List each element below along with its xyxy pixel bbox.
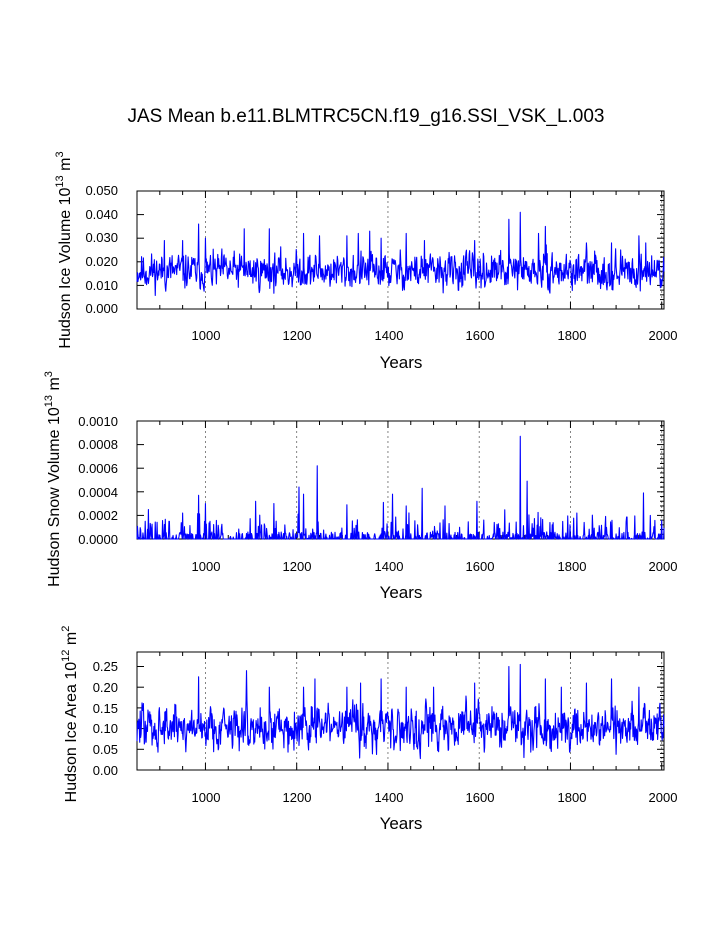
x-axis-label: Years [380, 583, 423, 602]
series-line-ice-area [136, 663, 665, 760]
y-axis-label-exponent: 13 [54, 175, 66, 187]
x-tick-label: 1000 [192, 328, 221, 343]
y-tick-label: 0.05 [93, 742, 118, 757]
series-line-snow-volume [136, 435, 665, 540]
y-axis-label-unit: m [46, 377, 63, 395]
plot-frame [136, 651, 665, 771]
x-tick-label: 1000 [192, 790, 221, 805]
panel-snow-volume: 0.0000 0.0002 0.0004 0.0006 0.0008 0.001… [43, 371, 677, 602]
y-tick-label: 0.030 [85, 230, 118, 245]
y-tick-label: 0.0006 [78, 461, 118, 476]
y-axis-label: Hudson Ice Area 1012 m2 [60, 626, 80, 803]
y-tick-label: 0.0004 [78, 485, 118, 500]
x-ticks [159, 652, 663, 770]
y-axis-label-exponent: 13 [43, 395, 55, 407]
x-tick-label: 1400 [375, 328, 404, 343]
y-tick-label: 0.0002 [78, 508, 118, 523]
x-tick-labels: 1000 1200 1400 1600 1800 2000 [192, 559, 678, 574]
y-axis-label: Hudson Ice Volume 1013 m3 [54, 151, 74, 348]
y-tick-labels: 0.0000 0.0002 0.0004 0.0006 0.0008 0.001… [78, 414, 118, 547]
x-tick-label: 1800 [558, 790, 587, 805]
x-ticks [159, 421, 663, 539]
x-tick-label: 1000 [192, 559, 221, 574]
y-tick-label: 0.20 [93, 680, 118, 695]
plot-frame [136, 190, 665, 310]
y-tick-label: 0.010 [85, 278, 118, 293]
y-axis-label-text: Hudson Ice Volume 10 [57, 187, 74, 348]
x-tick-label: 1200 [283, 790, 312, 805]
y-axis-label-text: Hudson Ice Area 10 [63, 662, 80, 803]
y-tick-label: 0.15 [93, 701, 118, 716]
y-axis-label-unit-exponent: 3 [43, 371, 55, 377]
y-axis-label-unit: m [57, 158, 74, 176]
panel-ice-area: 0.00 0.05 0.10 0.15 0.20 0.25 1000 1200 … [60, 626, 677, 833]
y-tick-label: 0.0008 [78, 437, 118, 452]
y-tick-label: 0.020 [85, 254, 118, 269]
x-tick-label: 2000 [649, 790, 678, 805]
x-tick-label: 1600 [466, 328, 495, 343]
y-tick-label: 0.000 [85, 301, 118, 316]
y-tick-labels: 0.00 0.05 0.10 0.15 0.20 0.25 [93, 659, 118, 778]
x-tick-label: 1400 [375, 559, 404, 574]
y-axis-label-unit-exponent: 2 [60, 626, 72, 632]
y-tick-label: 0.10 [93, 721, 118, 736]
x-tick-label: 1800 [558, 559, 587, 574]
y-tick-label: 0.0010 [78, 414, 118, 429]
y-ticks [137, 665, 664, 771]
y-tick-labels: 0.000 0.010 0.020 0.030 0.040 0.050 [85, 183, 118, 316]
panel-ice-volume: 0.000 0.010 0.020 0.030 0.040 0.050 1000… [54, 151, 677, 372]
x-tick-labels: 1000 1200 1400 1600 1800 2000 [192, 790, 678, 805]
y-axis-label-unit-exponent: 3 [54, 151, 66, 157]
x-tick-label: 1600 [466, 790, 495, 805]
x-tick-label: 1200 [283, 328, 312, 343]
x-tick-label: 2000 [649, 328, 678, 343]
y-axis-label-exponent: 12 [60, 650, 72, 662]
y-tick-label: 0.040 [85, 207, 118, 222]
y-tick-label: 0.25 [93, 659, 118, 674]
y-axis-label-unit: m [63, 632, 80, 650]
x-tick-label: 1200 [283, 559, 312, 574]
series-line-ice-volume [136, 211, 665, 297]
y-tick-label: 0.00 [93, 763, 118, 778]
x-tick-label: 1400 [375, 790, 404, 805]
x-tick-label: 1800 [558, 328, 587, 343]
x-tick-label: 2000 [649, 559, 678, 574]
chart-title: JAS Mean b.e11.BLMTRC5CN.f19_g16.SSI_VSK… [127, 106, 604, 127]
y-tick-label: 0.0000 [78, 532, 118, 547]
x-tick-label: 1600 [466, 559, 495, 574]
x-tick-labels: 1000 1200 1400 1600 1800 2000 [192, 328, 678, 343]
y-tick-label: 0.050 [85, 183, 118, 198]
y-ticks [137, 420, 664, 540]
y-axis-label-text: Hudson Snow Volume 10 [46, 407, 63, 587]
x-axis-label: Years [380, 814, 423, 833]
y-axis-label: Hudson Snow Volume 1013 m3 [43, 371, 63, 587]
x-ticks [159, 191, 663, 309]
x-axis-label: Years [380, 353, 423, 372]
